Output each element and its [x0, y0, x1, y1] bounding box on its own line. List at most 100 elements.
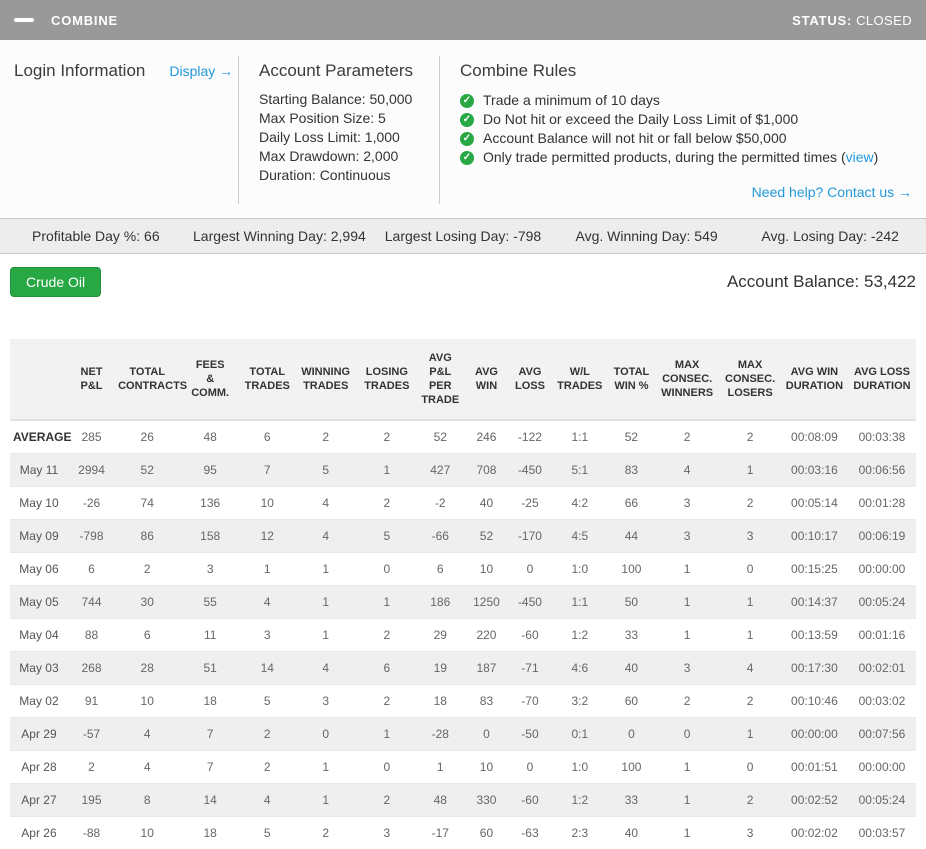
table-cell: 1 — [719, 619, 781, 652]
table-cell: 708 — [465, 454, 508, 487]
table-cell: 100 — [608, 751, 655, 784]
table-cell: 48 — [416, 784, 465, 817]
table-cell: 1 — [294, 619, 358, 652]
rule-item: ✓Only trade permitted products, during t… — [460, 148, 912, 167]
table-cell: 2 — [719, 784, 781, 817]
table-cell: 3 — [655, 487, 719, 520]
table-cell: 00:01:28 — [848, 487, 916, 520]
column-header: NET P&L — [68, 339, 115, 420]
account-balance: Account Balance: 53,422 — [727, 272, 916, 292]
table-cell: 33 — [608, 784, 655, 817]
table-cell: 187 — [465, 652, 508, 685]
rule-item: ✓Do Not hit or exceed the Daily Loss Lim… — [460, 110, 912, 129]
table-cell: 1 — [655, 751, 719, 784]
table-cell: -450 — [508, 454, 551, 487]
table-cell: 1 — [655, 586, 719, 619]
table-cell: 40 — [608, 652, 655, 685]
help-link-row: Need help? Contact us → — [460, 184, 912, 200]
column-header: AVG WIN — [465, 339, 508, 420]
table-cell: 4 — [294, 487, 358, 520]
table-cell: 4 — [241, 784, 294, 817]
table-cell: 95 — [179, 454, 241, 487]
table-cell: 1 — [294, 784, 358, 817]
table-cell: 00:07:56 — [848, 718, 916, 751]
table-cell: 5:1 — [552, 454, 608, 487]
table-cell: 29 — [416, 619, 465, 652]
table-cell: 00:01:16 — [848, 619, 916, 652]
table-cell: 6 — [358, 652, 416, 685]
table-cell: 19 — [416, 652, 465, 685]
table-cell: -60 — [508, 619, 551, 652]
column-header: MAX CONSEC. WINNERS — [655, 339, 719, 420]
table-cell: 1 — [358, 718, 416, 751]
table-cell: 1 — [358, 454, 416, 487]
table-cell: 14 — [241, 652, 294, 685]
display-link[interactable]: Display → — [169, 61, 233, 79]
table-cell: 4 — [115, 751, 179, 784]
table-cell: 1 — [294, 586, 358, 619]
table-cell: 00:10:17 — [781, 520, 848, 553]
crude-oil-button[interactable]: Crude Oil — [10, 267, 101, 297]
table-cell: 3 — [358, 817, 416, 849]
table-cell: 40 — [608, 817, 655, 849]
column-header: WINNING TRADES — [294, 339, 358, 420]
table-cell: 3 — [655, 520, 719, 553]
row-label: May 03 — [10, 652, 68, 685]
view-link[interactable]: view — [846, 149, 874, 165]
table-cell: -122 — [508, 420, 551, 454]
table-cell: 10 — [115, 685, 179, 718]
contact-us-link[interactable]: Need help? Contact us → — [752, 184, 912, 200]
table-cell: 285 — [68, 420, 115, 454]
account-balance-value: 53,422 — [864, 272, 916, 291]
table-cell: 60 — [465, 817, 508, 849]
table-cell: 1 — [655, 553, 719, 586]
row-label: May 10 — [10, 487, 68, 520]
collapse-icon[interactable] — [14, 18, 34, 22]
table-cell: 2:3 — [552, 817, 608, 849]
table-cell: 8 — [115, 784, 179, 817]
table-cell: 1 — [294, 751, 358, 784]
table-cell: 0 — [655, 718, 719, 751]
row-label: May 06 — [10, 553, 68, 586]
table-cell: 52 — [465, 520, 508, 553]
table-cell: 11 — [179, 619, 241, 652]
table-cell: 0 — [719, 553, 781, 586]
table-cell: 18 — [179, 685, 241, 718]
account-parameter-item: Starting Balance: 50,000 — [259, 90, 439, 109]
table-cell: 28 — [115, 652, 179, 685]
table-cell: 48 — [179, 420, 241, 454]
table-cell: 83 — [465, 685, 508, 718]
table-cell: -28 — [416, 718, 465, 751]
table-cell: 6 — [115, 619, 179, 652]
table-cell: 00:02:52 — [781, 784, 848, 817]
table-cell: 55 — [179, 586, 241, 619]
table-cell: 4:2 — [552, 487, 608, 520]
row-label: May 02 — [10, 685, 68, 718]
column-header: MAX CONSEC. LOSERS — [719, 339, 781, 420]
table-cell: 4:5 — [552, 520, 608, 553]
table-cell: 268 — [68, 652, 115, 685]
row-label: May 05 — [10, 586, 68, 619]
table-cell: 1 — [655, 817, 719, 849]
table-cell: 1 — [655, 784, 719, 817]
column-header: TOTAL TRADES — [241, 339, 294, 420]
account-row: Crude Oil Account Balance: 53,422 — [0, 254, 926, 297]
table-cell: 10 — [115, 817, 179, 849]
column-header: AVG P&L PER TRADE — [416, 339, 465, 420]
stat-item: Largest Losing Day: -798 — [371, 228, 555, 244]
table-cell: 00:00:00 — [781, 718, 848, 751]
column-header: LOSING TRADES — [358, 339, 416, 420]
table-cell: 44 — [608, 520, 655, 553]
stat-item: Profitable Day %: 66 — [4, 228, 188, 244]
table-cell: 00:02:02 — [781, 817, 848, 849]
table-cell: 3 — [179, 553, 241, 586]
combine-rules-section: Combine Rules ✓Trade a minimum of 10 day… — [440, 52, 912, 208]
table-cell: 1250 — [465, 586, 508, 619]
table-cell: 10 — [241, 487, 294, 520]
